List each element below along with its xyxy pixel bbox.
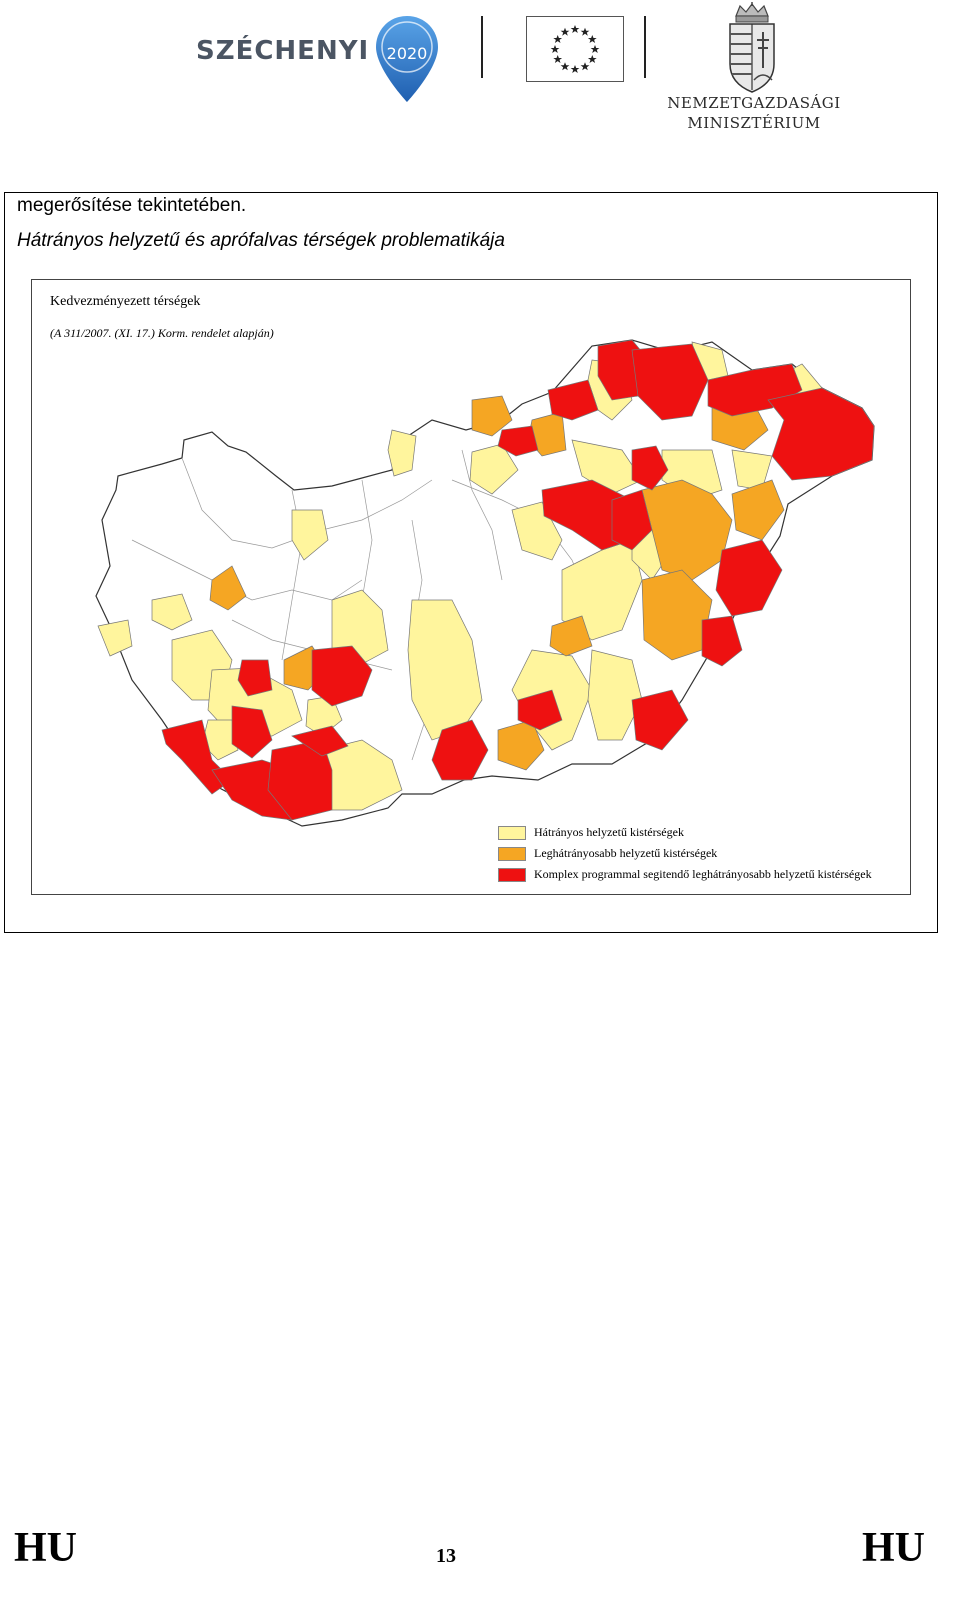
hungarian-coat-of-arms-icon	[729, 2, 775, 93]
page-header: SZÉCHENYI 2020	[0, 0, 960, 150]
footer-language-left: HU	[14, 1525, 77, 1571]
legend-label: Leghátrányosabb helyzetű kistérségek	[534, 846, 718, 860]
map-title: Kedvezményezett térségek	[50, 294, 201, 309]
szechenyi-pin-icon	[376, 16, 438, 102]
footer-language-right: HU	[862, 1525, 925, 1571]
legend-swatch	[498, 868, 526, 882]
content-box: megerősítése tekintetében. Hátrányos hel…	[4, 192, 938, 933]
legend-label: Hátrányos helyzetű kistérségek	[534, 825, 684, 839]
page-number: 13	[436, 1545, 456, 1567]
ministry-name-line2: MINISZTÉRIUM	[687, 114, 821, 132]
legend-label: Komplex programmal segitendő leghátrányo…	[534, 867, 872, 881]
szechenyi-logo: SZÉCHENYI 2020	[196, 14, 446, 104]
map-figure: Kedvezményezett térségek (A 311/2007. (X…	[31, 279, 911, 895]
map-subtitle: (A 311/2007. (XI. 17.) Korm. rendelet al…	[50, 326, 274, 340]
szechenyi-logo-text: SZÉCHENYI	[196, 36, 370, 66]
szechenyi-logo-year: 2020	[386, 44, 428, 63]
header-divider	[644, 16, 646, 78]
legend-swatch	[498, 826, 526, 840]
header-divider	[481, 16, 483, 78]
body-text: megerősítése tekintetében.	[17, 195, 247, 216]
ministry-name-line1: NEMZETGAZDASÁGI	[667, 94, 841, 112]
legend-swatch	[498, 847, 526, 861]
eu-flag-icon	[526, 16, 624, 82]
hungary-regions-map	[95, 339, 875, 827]
section-heading: Hátrányos helyzetű és aprófalvas térsége…	[17, 230, 505, 251]
ministry-logo: NEMZETGAZDASÁGI MINISZTÉRIUM	[664, 2, 844, 137]
